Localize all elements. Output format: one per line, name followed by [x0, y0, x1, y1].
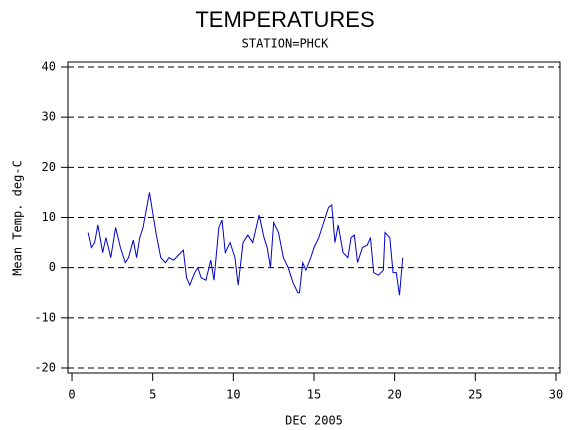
y-tick-label: 40 [42, 60, 56, 74]
x-tick-label: 10 [226, 388, 240, 402]
x-axis-label: DEC 2005 [285, 414, 343, 428]
y-tick-label: 30 [42, 110, 56, 124]
x-tick-label: 5 [149, 388, 156, 402]
y-tick-label: 10 [42, 210, 56, 224]
y-tick-label: -20 [34, 360, 56, 374]
chart-subtitle: STATION=PHCK [242, 37, 329, 51]
y-tick-label: 20 [42, 160, 56, 174]
data-line [87, 192, 404, 296]
x-tick-label: 20 [387, 388, 401, 402]
x-tick-label: 15 [307, 388, 321, 402]
x-tick-label: 25 [468, 388, 482, 402]
y-tick-label: -10 [34, 310, 56, 324]
chart-title: TEMPERATURES [195, 7, 374, 32]
x-tick-label: 30 [549, 388, 563, 402]
y-axis-label: Mean Temp. deg-C [11, 160, 25, 276]
x-tick-label: 0 [68, 388, 75, 402]
y-tick-label: 0 [49, 260, 56, 274]
